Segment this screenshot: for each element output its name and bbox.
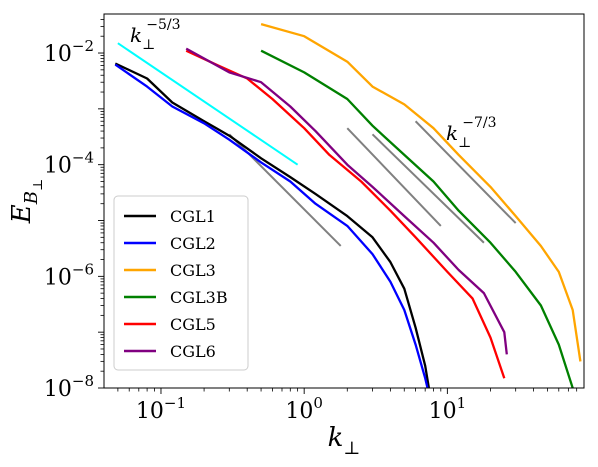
x-axis-label-base: k [328, 423, 344, 453]
x-tick-label: 101 [429, 394, 467, 424]
series-line-cgl3b [260, 49, 574, 388]
y-tick-label: 10−2 [44, 37, 94, 67]
slope-sub: ⊥ [142, 37, 155, 53]
y-axis-label-group: EB⊥ [7, 179, 46, 224]
y-axis-label: EB⊥ [7, 179, 46, 224]
y-tick-label: 10−4 [44, 149, 94, 179]
legend-label-cgl3: CGL3 [170, 261, 216, 280]
reference-line-1 [117, 42, 299, 166]
y-tick-label: 10−8 [44, 372, 94, 402]
y-tick-label: 10−6 [44, 260, 94, 290]
legend-label-cgl1: CGL1 [170, 207, 216, 226]
slope-sub: ⊥ [458, 135, 471, 151]
y-tick-exponent: −2 [72, 37, 94, 55]
minor-ticks [98, 19, 578, 392]
slope-exp: −7/3 [462, 115, 496, 131]
series-line-cgl2 [114, 63, 429, 388]
reference-line-4 [371, 133, 485, 244]
reference-line-3 [346, 127, 442, 227]
y-tick-base: 10 [44, 265, 72, 290]
legend-label-cgl6: CGL6 [170, 342, 216, 361]
x-tick-exponent: 0 [313, 394, 323, 412]
x-axis-label: k⊥ [328, 423, 361, 459]
legend-label-cgl3b: CGL3B [170, 288, 228, 307]
legend-box [113, 195, 249, 371]
x-tick-base: 10 [285, 399, 313, 424]
y-axis-label-subsub: ⊥ [31, 179, 46, 191]
y-tick-base: 10 [44, 377, 72, 402]
plot-area [114, 22, 582, 388]
slope-annotation: k⊥ −7/3 [446, 115, 497, 151]
y-tick-exponent: −8 [72, 372, 94, 390]
legend-label-cgl2: CGL2 [170, 234, 216, 253]
series-line-cgl3 [260, 22, 582, 362]
legend-label-cgl5: CGL5 [170, 315, 216, 334]
y-tick-base: 10 [44, 42, 72, 67]
y-tick-exponent: −4 [72, 149, 94, 167]
series-line-cgl6 [185, 47, 508, 355]
series-line-cgl1 [114, 62, 431, 388]
x-tick-exponent: 1 [457, 394, 467, 412]
slope-base: k [130, 23, 142, 47]
x-axis-label-sub: ⊥ [343, 438, 360, 459]
y-tick-exponent: −6 [72, 260, 94, 278]
y-axis-label-sub: B [21, 191, 42, 205]
x-tick-base: 10 [429, 399, 457, 424]
y-tick-base: 10 [44, 154, 72, 179]
x-tick-label: 10−1 [136, 394, 186, 424]
x-tick-exponent: −1 [164, 394, 186, 412]
x-tick-label: 100 [285, 394, 323, 424]
slope-exp: −5/3 [146, 17, 180, 33]
plot-frame [103, 13, 585, 389]
legend: CGL1 CGL2 CGL3 CGL3B CGL5 CGL6 [113, 195, 249, 371]
slope-base: k [446, 121, 458, 145]
slope-annotation: k⊥ −5/3 [130, 17, 181, 53]
x-tick-base: 10 [136, 399, 164, 424]
y-axis-label-base: E [7, 204, 37, 224]
reference-line-5 [414, 120, 517, 224]
